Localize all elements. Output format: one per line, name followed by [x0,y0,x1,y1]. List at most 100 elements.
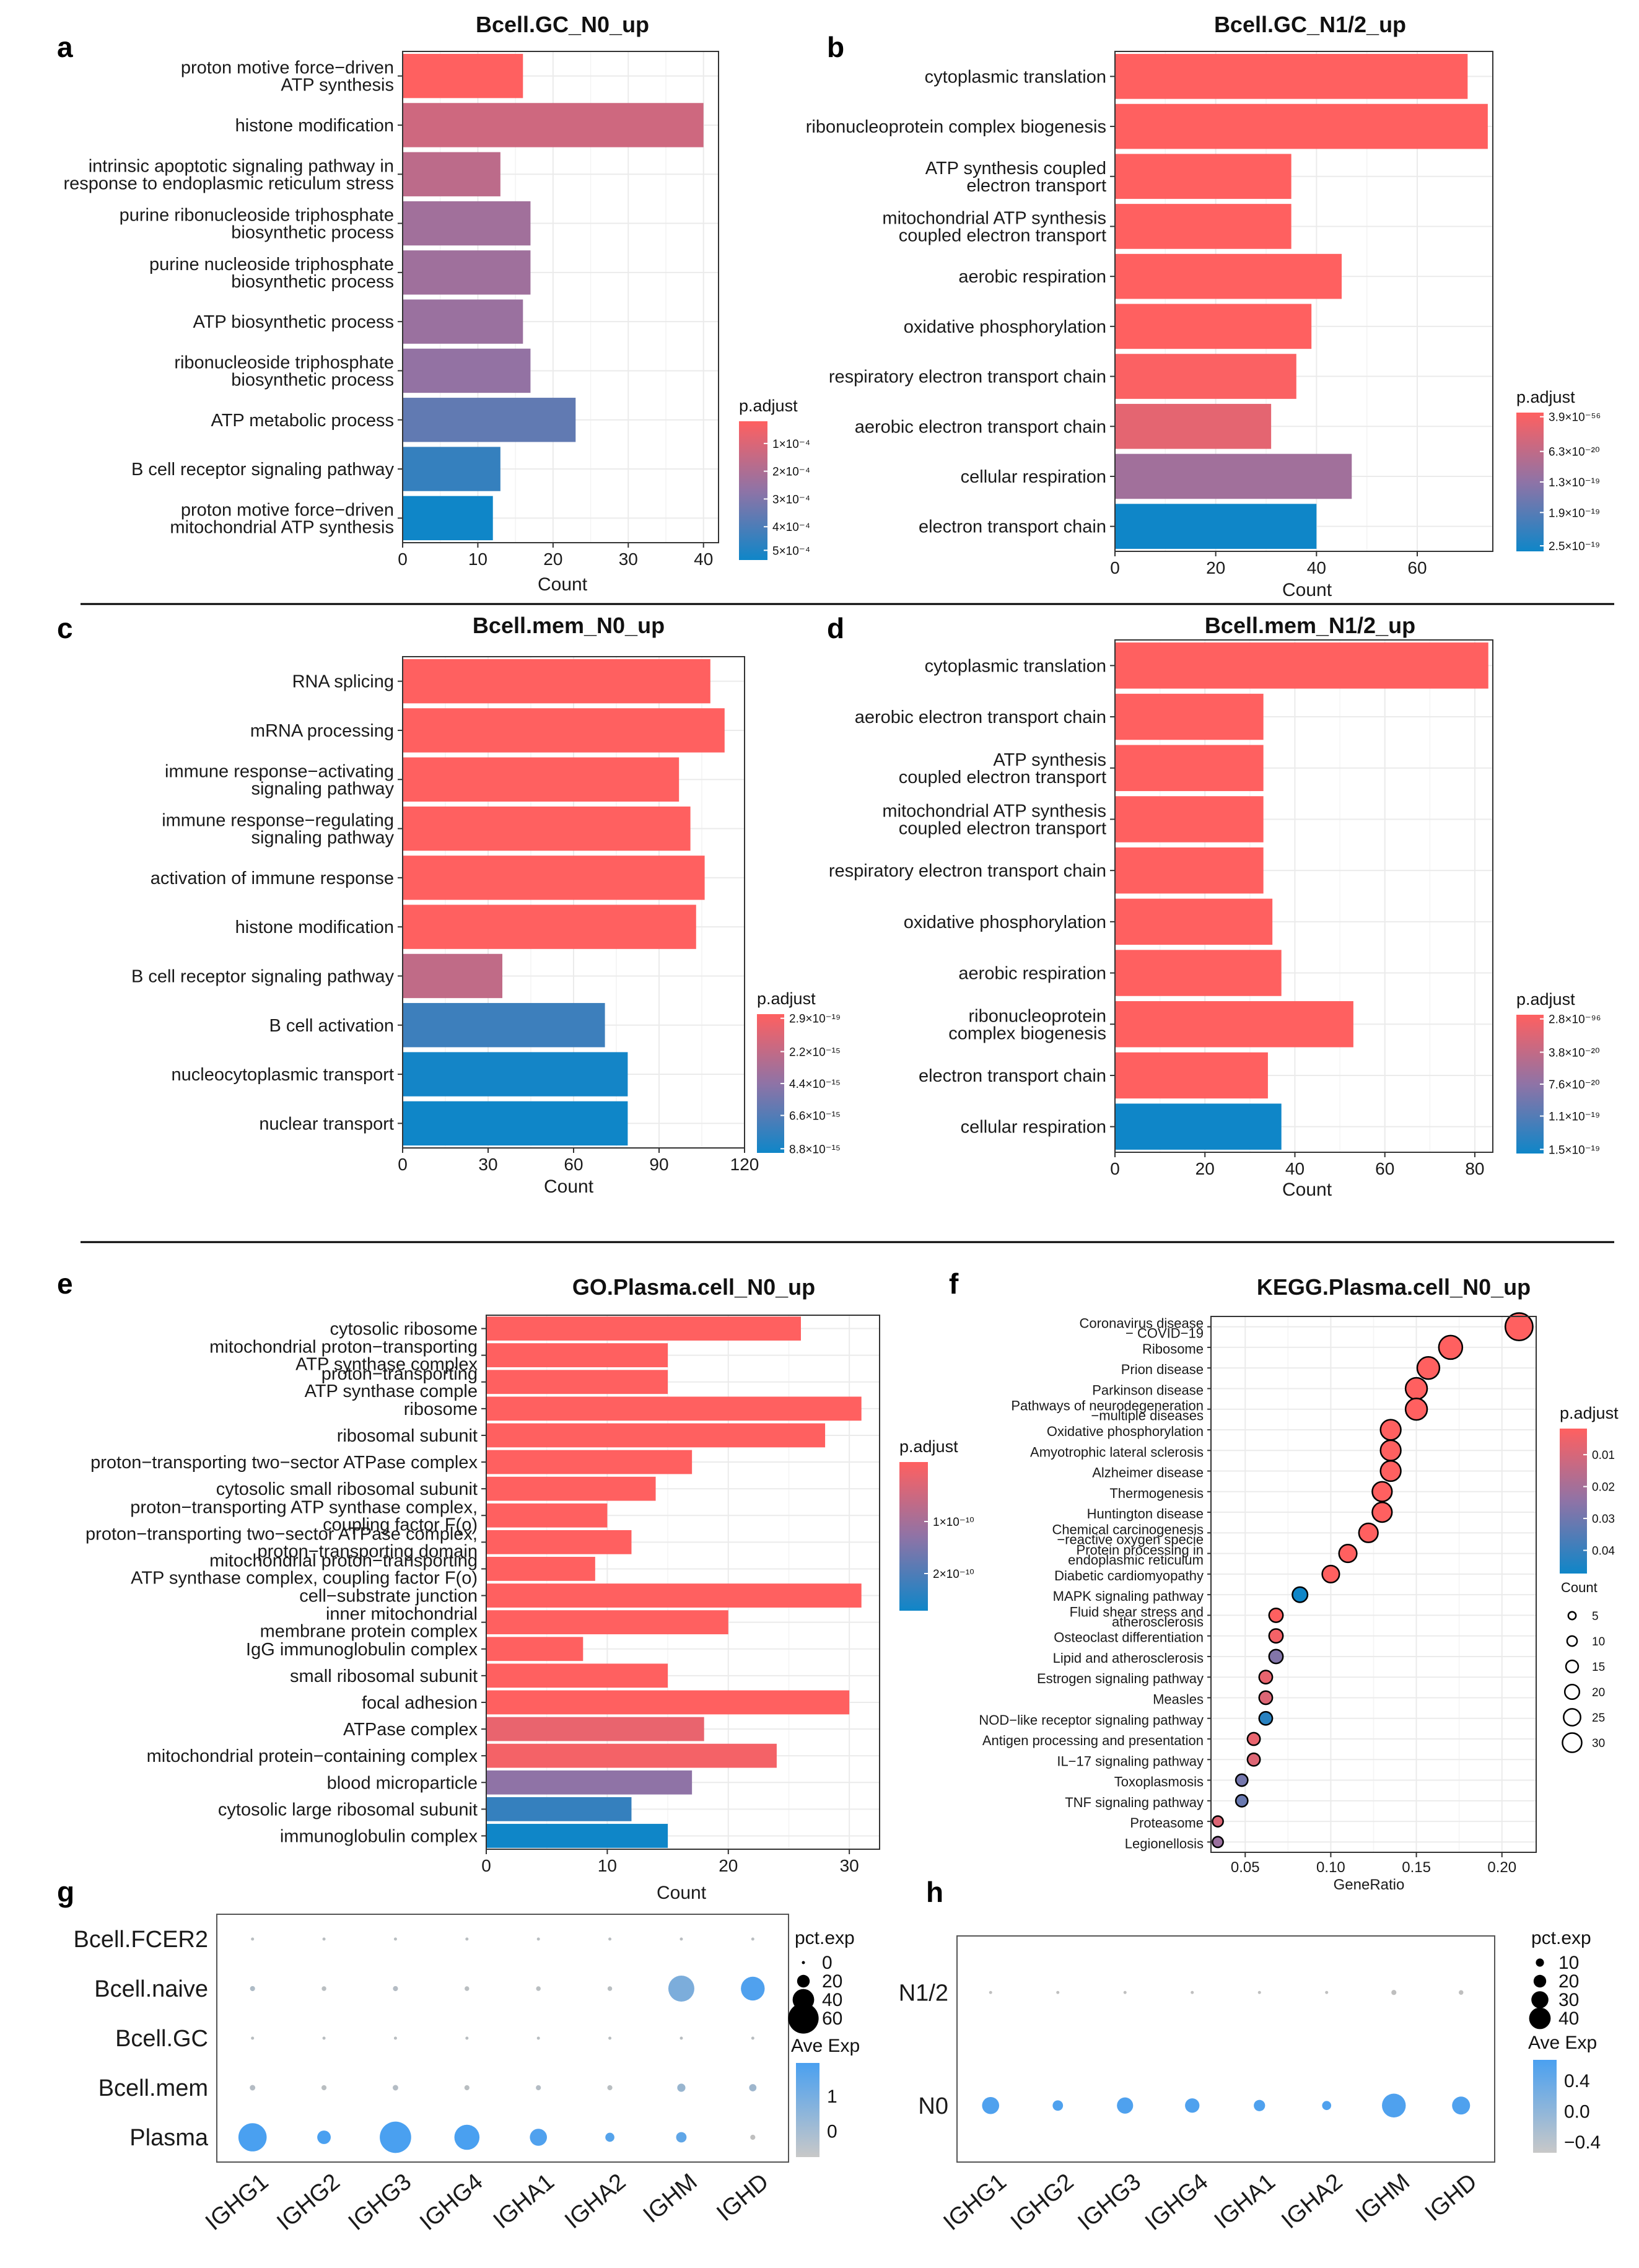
bar-e-8 [486,1503,608,1528]
dot-g-2-6 [607,1986,613,1991]
plot-frame [486,1315,880,1850]
x-tick-label: 20 [1195,1159,1215,1178]
category-label-d-9: electron transport chain [919,1066,1106,1086]
category-label-e-10-line-2: ATP synthase complex, coupling factor F(… [131,1568,478,1588]
bar-e-4 [486,1396,862,1421]
category-label-f-25: Proteasome [1130,1815,1204,1831]
chart-title-a: Bcell.GC_N0_up [476,12,649,37]
dot-g-3-7 [680,2036,683,2040]
x-tick-label: 40 [694,549,713,569]
category-label-e-11: cell−substrate junction [299,1587,478,1606]
dot-g-3-8 [751,2036,754,2040]
padjust-c-legend-label: 8.8×10⁻¹⁵ [789,1143,841,1156]
dot-g-4-5 [536,2085,541,2091]
panel-label-c: c [57,612,73,644]
x-tick-label: 40 [1285,1159,1305,1178]
bar-c-4 [403,806,691,851]
dot-g-3-4 [465,2036,469,2040]
chart-title-d: Bcell.mem_N1/2_up [1205,613,1415,638]
panel-d: d cytoplasmic translation aerobic electron… [827,612,1601,1200]
group-label-g-2: Bcell.naive [94,1976,208,2002]
aveexp-colorbar-h [1533,2060,1557,2153]
dot-g-1-6 [608,1937,612,1941]
bar-d-5 [1115,847,1264,894]
category-label-d-5: respiratory electron transport chain [829,861,1106,881]
category-label-f-4: Parkinson disease [1092,1382,1204,1398]
bar-e-19 [486,1797,632,1821]
point-f-21 [1246,1732,1261,1746]
dot-g-1-4 [465,1937,469,1941]
padjust-c-colorbar [757,1014,784,1153]
bar-e-10 [486,1557,595,1581]
point-f-13 [1321,1564,1340,1583]
pct-legend-dot [1536,1958,1544,1967]
category-label-f-23: Toxoplasmosis [1114,1774,1204,1790]
bar-d-10 [1115,1103,1282,1150]
category-label-b-4-line-1: mitochondrial ATP synthesis [882,208,1106,228]
category-label-c-2: mRNA processing [250,721,394,741]
padjust-d-legend-label: 1.1×10⁻¹⁹ [1549,1111,1600,1124]
dot-h-1-2 [1056,1990,1060,1994]
bar-c-1 [403,659,710,704]
bar-c-2 [403,708,725,753]
plot-frame [402,51,719,543]
dot-g-1-3 [393,1937,397,1941]
category-label-c-1: RNA splicing [292,672,394,692]
category-label-a-3-line-2: response to endoplasmic reticulum stress [63,173,394,193]
count-legend-circle [1567,1611,1577,1621]
panel-label-h: h [926,1876,943,1908]
category-label-e-1: cytosolic ribosome [330,1320,478,1339]
dot-h-1-5 [1257,1990,1261,1994]
aveexp-legend-label: 0.0 [1564,2102,1590,2122]
bar-a-5 [403,250,531,295]
panel-label-d: d [827,612,844,644]
point-f-15 [1268,1607,1284,1623]
x-tick-label: 120 [730,1155,759,1174]
dot-g-3-1 [251,2036,255,2040]
point-f-18 [1258,1670,1274,1685]
category-label-a-7-line-1: ribonucleoside triphosphate [174,352,394,372]
panel-label-a: a [57,31,73,63]
x-tick-label: 0 [398,1155,408,1174]
dot-g-2-5 [536,1986,541,1991]
category-label-f-15-line-1: Fluid shear stress and [1070,1604,1204,1619]
bar-c-10 [403,1101,628,1146]
category-label-b-3-line-1: ATP synthesis coupled [925,159,1106,178]
bar-e-9 [486,1530,632,1554]
bar-d-1 [1115,642,1488,689]
dot-g-5-5 [530,2129,547,2146]
bar-c-9 [403,1052,628,1097]
point-f-7 [1379,1439,1402,1461]
dot-g-5-3 [380,2121,411,2153]
category-label-f-26: Legionellosis [1125,1836,1204,1851]
x-tick-label: 0.20 [1487,1859,1516,1876]
category-label-a-9: B cell receptor signaling pathway [131,460,394,479]
category-label-f-24: TNF signaling pathway [1065,1795,1204,1810]
category-label-b-7: respiratory electron transport chain [829,367,1106,387]
padjust-f-colorbar [1560,1429,1587,1574]
x-tick-label: 60 [564,1155,583,1174]
category-label-e-14: small ribosomal subunit [290,1666,478,1686]
x-tick-label: 0 [1110,1159,1120,1178]
x-tick-label: 60 [1407,558,1427,577]
panel-b: b cytoplasmic translation ribonucleoprotei… [806,12,1601,600]
category-label-f-22: IL−17 signaling pathway [1057,1753,1204,1769]
count-legend-label: 10 [1592,1635,1605,1648]
padjust-e-colorbar [899,1462,928,1611]
category-label-a-4-line-2: biosynthetic process [231,223,394,243]
dot-g-2-2 [321,1986,326,1991]
category-label-b-5: aerobic respiration [958,267,1106,287]
category-label-e-5: ribosomal subunit [337,1426,478,1446]
category-label-a-1-line-1: proton motive force−driven [181,58,394,78]
category-label-e-13: IgG immunoglobulin complex [246,1640,478,1660]
pct-legend-label: 40 [822,1990,842,2010]
pct-legend-label: 10 [1558,1953,1579,1973]
padjust-a-legend-label: 2×10⁻⁴ [772,466,810,479]
bar-e-1 [486,1316,801,1341]
x-tick-label: 90 [649,1155,668,1174]
x-tick-label: 0.15 [1402,1859,1431,1876]
category-label-d-3-line-2: coupled electron transport [899,768,1106,787]
category-label-f-17: Lipid and atherosclerosis [1053,1650,1204,1666]
